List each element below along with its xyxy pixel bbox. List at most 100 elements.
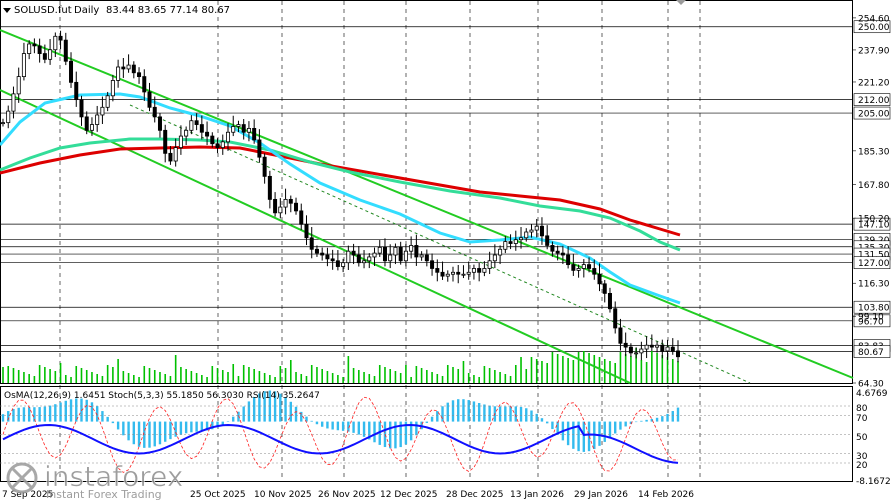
timeframe-label[interactable]: Daily (74, 5, 99, 16)
osma-bar (111, 421, 115, 424)
volume-bar (33, 376, 36, 383)
candle (137, 67, 142, 84)
volume-bar (38, 365, 41, 383)
osma-bar (237, 411, 240, 422)
osma-bar (294, 406, 298, 422)
osma-bar (252, 396, 256, 422)
volume-bar (279, 366, 282, 383)
volume-bar (263, 373, 266, 383)
volume-bar (535, 359, 538, 383)
price-axis-label: 99.10 (858, 313, 884, 323)
ma-slow-line[interactable] (0, 145, 681, 237)
osma-bar (195, 421, 198, 432)
candle (116, 59, 121, 88)
volume-bar (91, 372, 93, 383)
osma-bar (624, 421, 627, 427)
osma-bar (179, 421, 183, 435)
symbol-label[interactable]: SOLUSD.fut (14, 5, 72, 16)
channel-lower-line[interactable] (0, 89, 631, 384)
candle (205, 121, 210, 146)
candle (670, 338, 675, 355)
shift-marker-icon[interactable] (676, 0, 686, 5)
candle (545, 225, 550, 250)
osma-bar (331, 421, 334, 430)
osma-bar (436, 411, 439, 422)
price-axis-label: 167.80 (858, 181, 890, 191)
osma-bar (498, 406, 502, 422)
level-tag-text: 96.70 (858, 317, 884, 327)
candle (424, 249, 429, 267)
osma-bar (174, 421, 177, 437)
osma-bar (535, 413, 538, 422)
volume-bar (656, 353, 658, 383)
osma-bar (582, 421, 586, 452)
stochastic-line[interactable] (2, 396, 679, 473)
osma-bar (90, 402, 94, 422)
candle (27, 40, 32, 60)
channel-upper-line[interactable] (0, 29, 854, 379)
volume-bar (593, 355, 596, 383)
osma-bar (116, 421, 120, 430)
osma-bar (38, 407, 41, 422)
candle (110, 74, 115, 102)
volume-bar (514, 365, 517, 383)
volume-bar (671, 359, 674, 383)
price-panel-frame (0, 0, 853, 384)
candle (21, 42, 26, 81)
volume-bar (216, 368, 219, 383)
candle (220, 134, 225, 155)
volume-bar (106, 365, 109, 383)
candle (356, 246, 361, 267)
volume-bar (70, 377, 72, 383)
price-candles (0, 30, 681, 363)
volume-bar (211, 366, 214, 383)
rsi-line[interactable] (2, 423, 679, 464)
candle (330, 249, 335, 270)
candle (393, 243, 398, 265)
candle (163, 124, 168, 163)
osma-bar (216, 421, 219, 428)
osma-bar (64, 400, 67, 422)
osma-bar (1, 414, 5, 422)
volume-bar (462, 361, 465, 383)
volume-bar (609, 361, 611, 383)
ma-mid-line[interactable] (0, 137, 681, 252)
price-axis-label: 185.30 (858, 147, 890, 157)
volume-bar (148, 368, 151, 383)
volume-bar (274, 377, 276, 383)
candle (178, 125, 183, 155)
candle (403, 243, 408, 267)
candle (142, 69, 147, 101)
volume-bar (232, 364, 235, 383)
volume-bar (363, 372, 365, 383)
level-tag-text: 127.00 (858, 259, 890, 269)
oscillator-panel-frame (0, 386, 853, 482)
osma-bar (69, 399, 73, 422)
volume-bar (75, 366, 78, 383)
candle (246, 121, 251, 142)
volume-bar (242, 365, 245, 383)
volume-bar (143, 366, 146, 383)
date-label: 10 Nov 2025 (254, 490, 312, 500)
osma-bar (634, 421, 638, 423)
dropdown-arrow-icon[interactable] (3, 8, 11, 13)
watermark-tagline: Instant Forex Trading (46, 488, 162, 501)
osma-bar (273, 391, 277, 422)
level-tag-250.00: 250.00 (853, 20, 891, 33)
osma-bar (373, 421, 376, 443)
osma-bar (352, 421, 355, 433)
osc-axis-label: -8.1672 (856, 477, 891, 487)
volume-bar (352, 368, 355, 383)
volume-bars (2, 348, 679, 383)
candle (351, 243, 356, 265)
candle (655, 341, 660, 353)
candle (79, 95, 84, 126)
volume-bar (321, 369, 323, 383)
osma-bar (457, 399, 460, 422)
candle (560, 245, 565, 265)
osma-bar (629, 421, 633, 424)
volume-bar (614, 363, 617, 383)
candle (581, 259, 586, 278)
volume-bar (310, 365, 313, 383)
